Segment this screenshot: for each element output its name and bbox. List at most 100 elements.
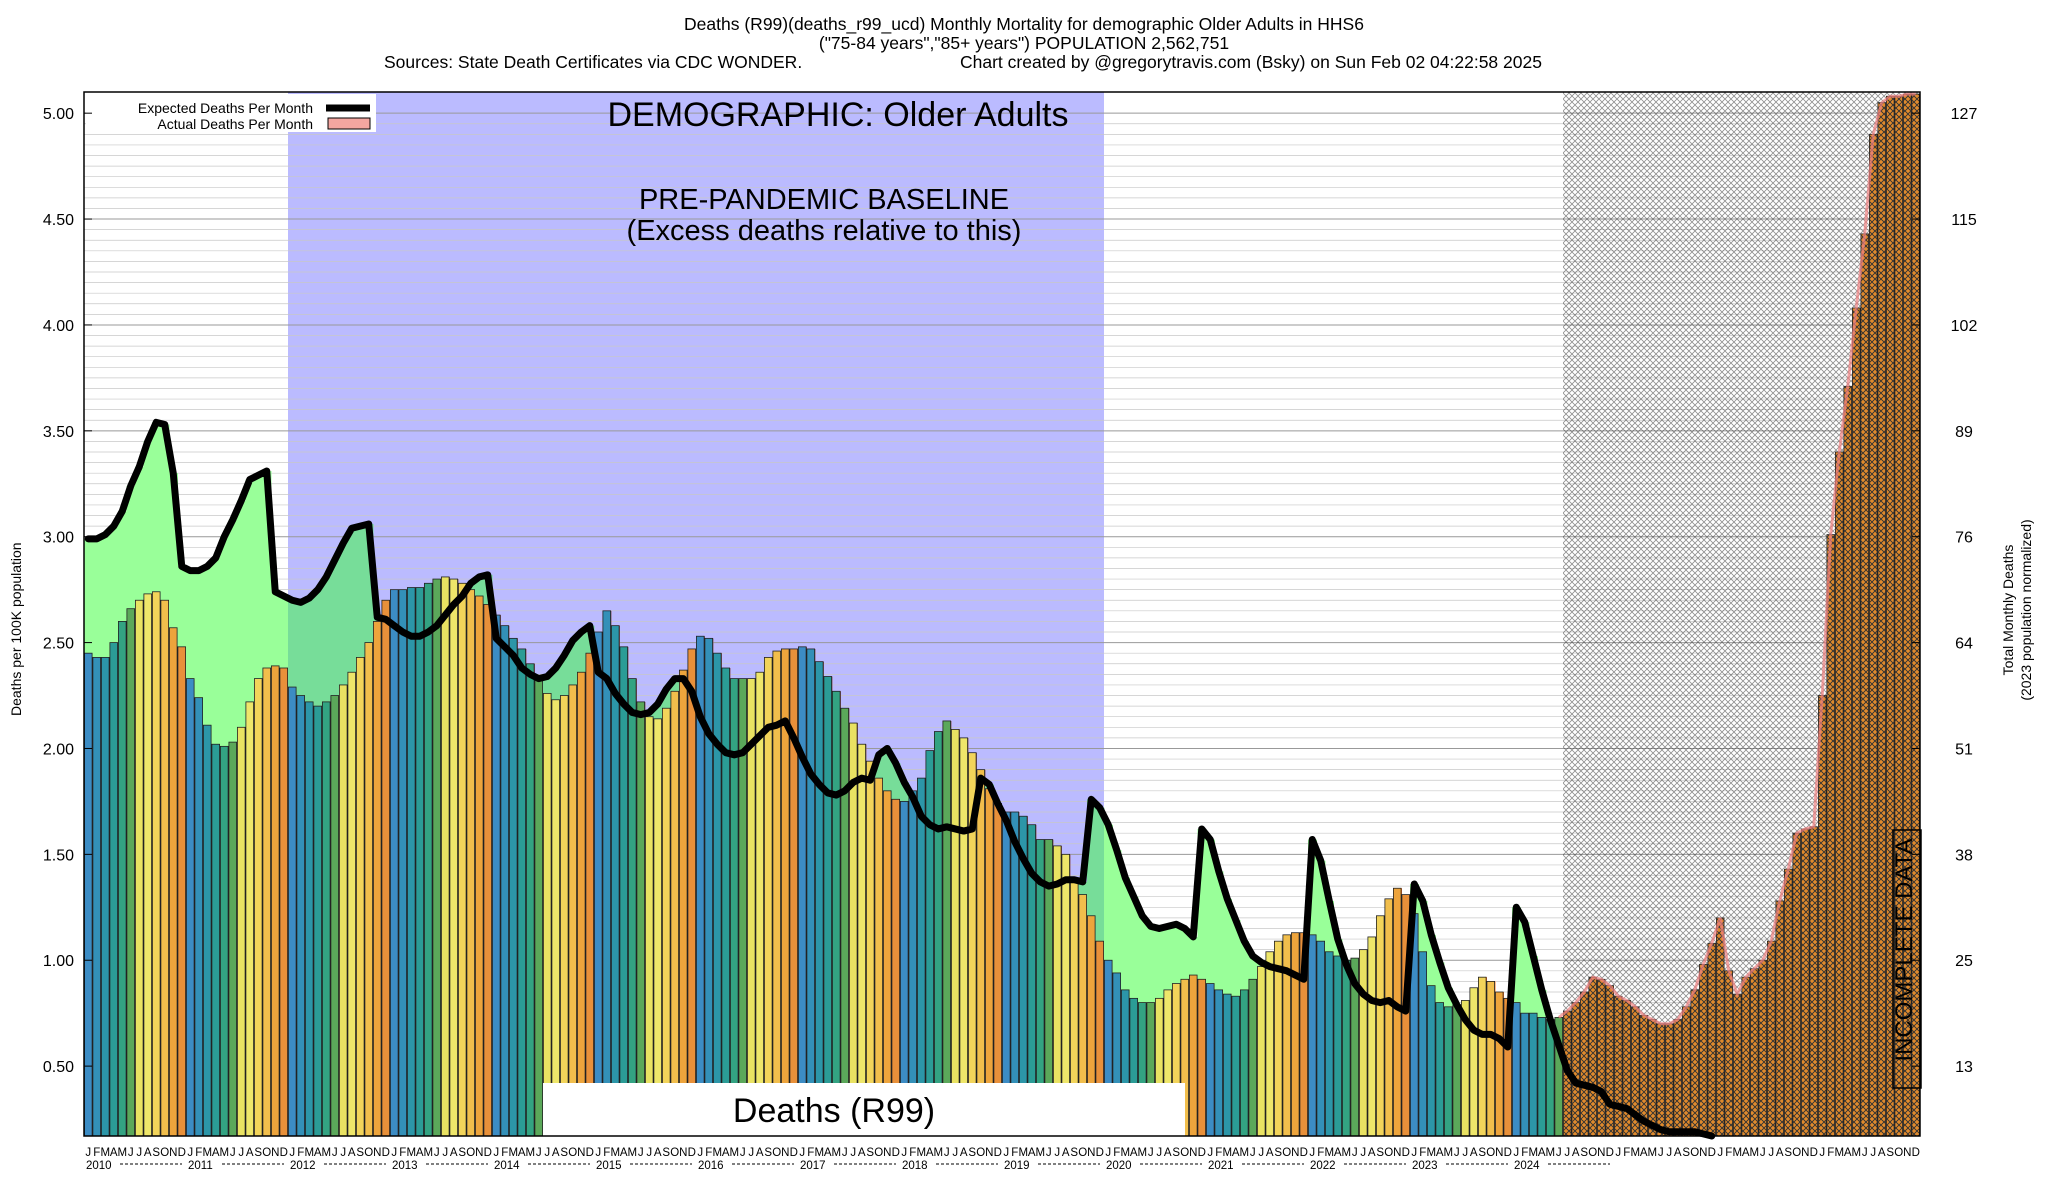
y-tick-label-left: 4.50 [43,212,74,229]
x-year-label: 2016 [698,1160,724,1172]
excess-below-area [1214,871,1224,990]
x-month-label: M [1035,1147,1045,1159]
bar [976,769,986,1137]
bar [1512,1002,1521,1137]
x-month-label: J [1054,1147,1060,1159]
x-month-label: N [169,1147,177,1159]
excess-below-area [1520,922,1530,1014]
excess-below-area [1189,936,1198,976]
x-month-label: D [1198,1147,1206,1159]
x-month-label: A [1572,1147,1580,1159]
x-month-label: N [1393,1147,1401,1159]
bar [457,582,467,1137]
x-month-label: J [238,1147,244,1159]
excess-below-area [347,528,357,673]
x-month-label: A [246,1147,254,1159]
x-month-label: D [1912,1147,1920,1159]
excess-below-area [1087,799,1096,916]
x-month-label: O [1180,1147,1189,1159]
bar [253,678,263,1137]
bar [551,699,561,1137]
bar [168,627,178,1137]
x-month-label: M [321,1147,331,1159]
excess-below-area [1112,850,1122,973]
x-month-label: S [1784,1147,1792,1159]
excess-below-area [135,466,144,601]
excess-below-area [560,655,569,696]
bar [372,621,382,1137]
x-month-label: A [314,1147,322,1159]
x-month-label: A [1130,1147,1138,1159]
bar [1418,951,1428,1137]
baseline-sublabel: (Excess deaths relative to this) [627,215,1022,247]
x-year-label: 2019 [1004,1160,1030,1172]
x-month-label: J [944,1147,950,1159]
excess-below-area [1138,915,1147,1003]
x-month-label: A [1844,1147,1852,1159]
x-month-label: N [1495,1147,1503,1159]
x-year-bg [390,1159,424,1171]
x-year-label: 2013 [392,1160,418,1172]
bar [645,716,654,1137]
x-month-label: F [1521,1147,1528,1159]
bar [704,637,714,1137]
bar [389,589,399,1137]
x-month-label: S [1172,1147,1180,1159]
x-month-label: M [1426,1147,1436,1159]
x-month-label: A [212,1147,220,1159]
bar [721,667,731,1137]
x-month-label: D [892,1147,900,1159]
bar [330,695,339,1137]
bar [577,671,586,1137]
expected-deaths-line [84,418,1716,1140]
x-month-label: J [128,1147,134,1159]
x-year-label: 2021 [1208,1160,1234,1172]
bar [194,697,203,1137]
bar [840,707,850,1137]
x-month-label: O [670,1147,679,1159]
x-month-label: D [1606,1147,1614,1159]
x-month-label: D [382,1147,390,1159]
x-month-label: A [1062,1147,1070,1159]
x-year-label: 2020 [1106,1160,1132,1172]
x-month-label: J [1411,1147,1417,1159]
bar [628,678,637,1137]
excess-below-area [1248,956,1258,980]
x-month-label: S [458,1147,466,1159]
x-month-label: F [1623,1147,1630,1159]
bar [1316,940,1326,1137]
bar [313,705,322,1137]
excess-below-area [1435,962,1445,1003]
excess-below-area [262,471,272,668]
x-month-label: S [1682,1147,1690,1159]
x-month-label: J [332,1147,338,1159]
x-month-label: D [178,1147,186,1159]
x-month-label: M [1018,1147,1028,1159]
x-month-label: S [152,1147,160,1159]
x-month-label: S [1478,1147,1486,1159]
x-month-label: M [610,1147,620,1159]
bar [1240,989,1249,1137]
excess-below-area [1146,926,1156,1003]
x-month-label: J [442,1147,448,1159]
excess-below-area [186,570,195,679]
bar [934,731,943,1137]
bar [1282,934,1292,1137]
excess-below-area [160,424,170,601]
x-month-label: F [1215,1147,1222,1159]
bar [406,587,416,1137]
bar [202,724,212,1137]
x-month-label: F [1725,1147,1732,1159]
x-month-label: D [280,1147,288,1159]
bar [1206,983,1215,1137]
excess-below-area [322,576,331,702]
bar [432,578,441,1137]
x-month-label: S [1274,1147,1282,1159]
bar [449,578,458,1137]
excess-below-area [143,441,153,594]
excess-below-area [177,566,187,647]
bar [84,652,93,1137]
x-month-label: A [552,1147,560,1159]
x-month-label: M [100,1147,110,1159]
y-tick-label-right: 115 [1951,212,1977,229]
